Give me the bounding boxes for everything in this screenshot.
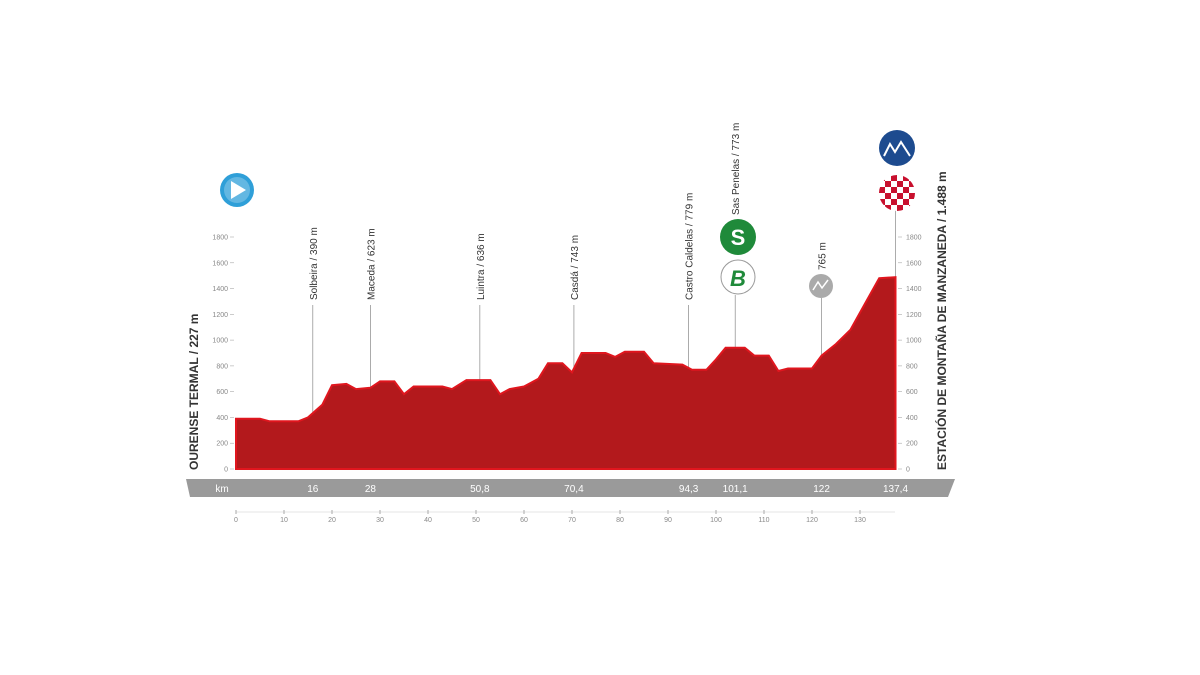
x-tick-label: 80 (616, 517, 624, 524)
y-tick-label-left: 1000 (212, 338, 228, 345)
x-tick-label: 90 (664, 517, 672, 524)
km-marker: 50,8 (470, 484, 490, 495)
km-marker: 94,3 (679, 484, 699, 495)
y-tick-label-left: 1600 (212, 260, 228, 267)
svg-text:B: B (730, 266, 746, 291)
mountain-finish-icon (879, 130, 915, 166)
km-bar (186, 479, 955, 497)
waypoint-label: Casdá / 743 m (570, 235, 581, 300)
y-tick-label-right: 400 (906, 415, 918, 422)
climb-icon (809, 274, 833, 298)
y-tick-label-left: 1800 (212, 235, 228, 242)
x-tick-label: 30 (376, 517, 384, 524)
waypoint-label: 765 m (818, 242, 829, 270)
y-tick-label-left: 200 (216, 441, 228, 448)
x-tick-label: 130 (854, 517, 866, 524)
km-unit: km (215, 484, 228, 495)
elevation-profile (235, 276, 897, 470)
bonus-icon: B (720, 259, 756, 295)
sprint-icon: S (720, 219, 756, 255)
waypoint-label: Castro Caldelas / 779 m (685, 193, 696, 300)
y-tick-label-right: 1600 (906, 260, 922, 267)
x-tick-label: 0 (234, 517, 238, 524)
svg-text:S: S (731, 225, 746, 250)
finish-label: ESTACIÓN DE MONTAÑA DE MANZANEDA / 1.488… (934, 171, 949, 470)
y-tick-label-right: 1800 (906, 235, 922, 242)
y-tick-label-right: 0 (906, 467, 910, 474)
km-marker: 70,4 (564, 484, 584, 495)
km-marker: 101,1 (723, 484, 748, 495)
y-tick-label-left: 1200 (212, 312, 228, 319)
x-tick-label: 110 (758, 517, 769, 524)
waypoint-label: Maceda / 623 m (366, 228, 377, 300)
km-marker: 137,4 (883, 484, 908, 495)
waypoint-label: Luintra / 636 m (476, 233, 487, 300)
y-tick-label-right: 800 (906, 363, 918, 370)
checkered-flag-icon (879, 175, 915, 211)
waypoint-label: Sas Penelas / 773 m (731, 123, 742, 215)
y-tick-label-left: 400 (216, 415, 228, 422)
x-tick-label: 70 (568, 517, 576, 524)
x-tick-label: 40 (424, 517, 432, 524)
y-tick-label-right: 1200 (906, 312, 922, 319)
waypoint-label: Solbeira / 390 m (309, 227, 320, 300)
x-tick-label: 60 (520, 517, 528, 524)
km-marker: 16 (307, 484, 319, 495)
y-tick-label-right: 1400 (906, 286, 922, 293)
y-tick-label-left: 600 (216, 389, 228, 396)
y-tick-label-right: 200 (906, 441, 918, 448)
x-tick-label: 100 (710, 517, 722, 524)
x-tick-label: 50 (472, 517, 480, 524)
y-tick-label-right: 1000 (906, 338, 922, 345)
play-icon (220, 173, 254, 207)
x-tick-label: 120 (806, 517, 818, 524)
x-tick-label: 10 (280, 517, 288, 524)
y-tick-label-left: 800 (216, 363, 228, 370)
km-marker: 28 (365, 484, 377, 495)
y-tick-label-left: 0 (224, 467, 228, 474)
y-tick-label-right: 600 (906, 389, 918, 396)
x-tick-label: 20 (328, 517, 336, 524)
km-marker: 122 (813, 484, 830, 495)
start-label: OURENSE TERMAL / 227 m (187, 314, 201, 470)
y-tick-label-left: 1400 (212, 286, 228, 293)
